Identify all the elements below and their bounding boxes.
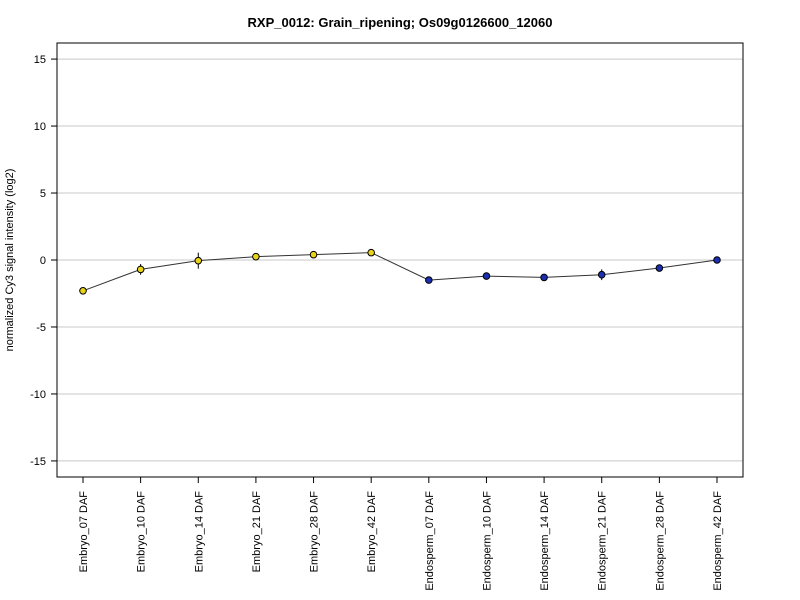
series: [79, 248, 721, 295]
x-tick-label: Embryo_42 DAF: [366, 491, 378, 573]
x-tick-label: Embryo_21 DAF: [251, 491, 263, 573]
data-point: [655, 264, 664, 272]
x-tick-label: Embryo_28 DAF: [309, 491, 321, 573]
y-tick-label: 0: [40, 255, 46, 267]
data-point: [194, 256, 203, 265]
data-point: [713, 256, 721, 264]
gridlines: [57, 58, 743, 462]
data-point: [425, 276, 433, 284]
y-tick-label: 10: [34, 121, 46, 133]
x-tick-label: Endosperm_10 DAF: [481, 491, 493, 591]
x-tick-label: Endosperm_42 DAF: [712, 491, 724, 591]
x-tick-label: Embryo_14 DAF: [193, 491, 205, 573]
data-point: [79, 287, 87, 295]
x-axis: Embryo_07 DAF Embryo_10 DAF Embryo_14 DAF E…: [78, 477, 724, 591]
data-point: [597, 270, 606, 279]
x-tick-label: Endosperm_21 DAF: [597, 491, 609, 591]
x-tick-label: Endosperm_07 DAF: [424, 491, 436, 591]
x-tick-label: Endosperm_14 DAF: [539, 491, 551, 591]
y-axis: -15 -10 -5 0 5 10 15: [30, 54, 57, 468]
y-tick-label: -15: [30, 456, 46, 468]
y-axis-label: normalized Cy3 signal intensity (log2): [4, 169, 16, 352]
data-point: [482, 272, 491, 280]
x-tick-label: Embryo_10 DAF: [136, 491, 148, 573]
chart-title: RXP_0012: Grain_ripening; Os09g0126600_1…: [248, 15, 553, 30]
data-point: [367, 248, 375, 257]
data-point: [252, 252, 260, 261]
data-point: [309, 250, 318, 259]
y-tick-label: -10: [30, 389, 46, 401]
x-tick-label: Endosperm_28 DAF: [654, 491, 666, 591]
y-tick-label: 15: [34, 54, 46, 66]
data-point: [136, 265, 145, 274]
series-line: [82, 252, 718, 292]
y-tick-label: 5: [40, 188, 46, 200]
y-tick-label: -5: [36, 322, 46, 334]
data-point: [540, 273, 548, 282]
x-tick-label: Embryo_07 DAF: [78, 491, 90, 573]
